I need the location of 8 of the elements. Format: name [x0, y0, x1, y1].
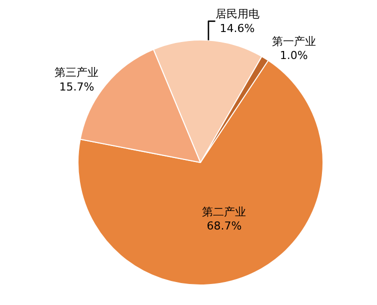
slice-label: 第一产业 [272, 34, 316, 48]
slice-label: 居民用电 [215, 8, 260, 21]
data-label: 68.7% [206, 220, 242, 233]
data-label: 14.6% [220, 22, 255, 35]
data-label: 1.0% [280, 49, 308, 62]
slice-label: 第三产业 [54, 66, 99, 80]
slice-label: 第二产业 [202, 205, 246, 218]
data-label: 15.7% [59, 80, 94, 94]
